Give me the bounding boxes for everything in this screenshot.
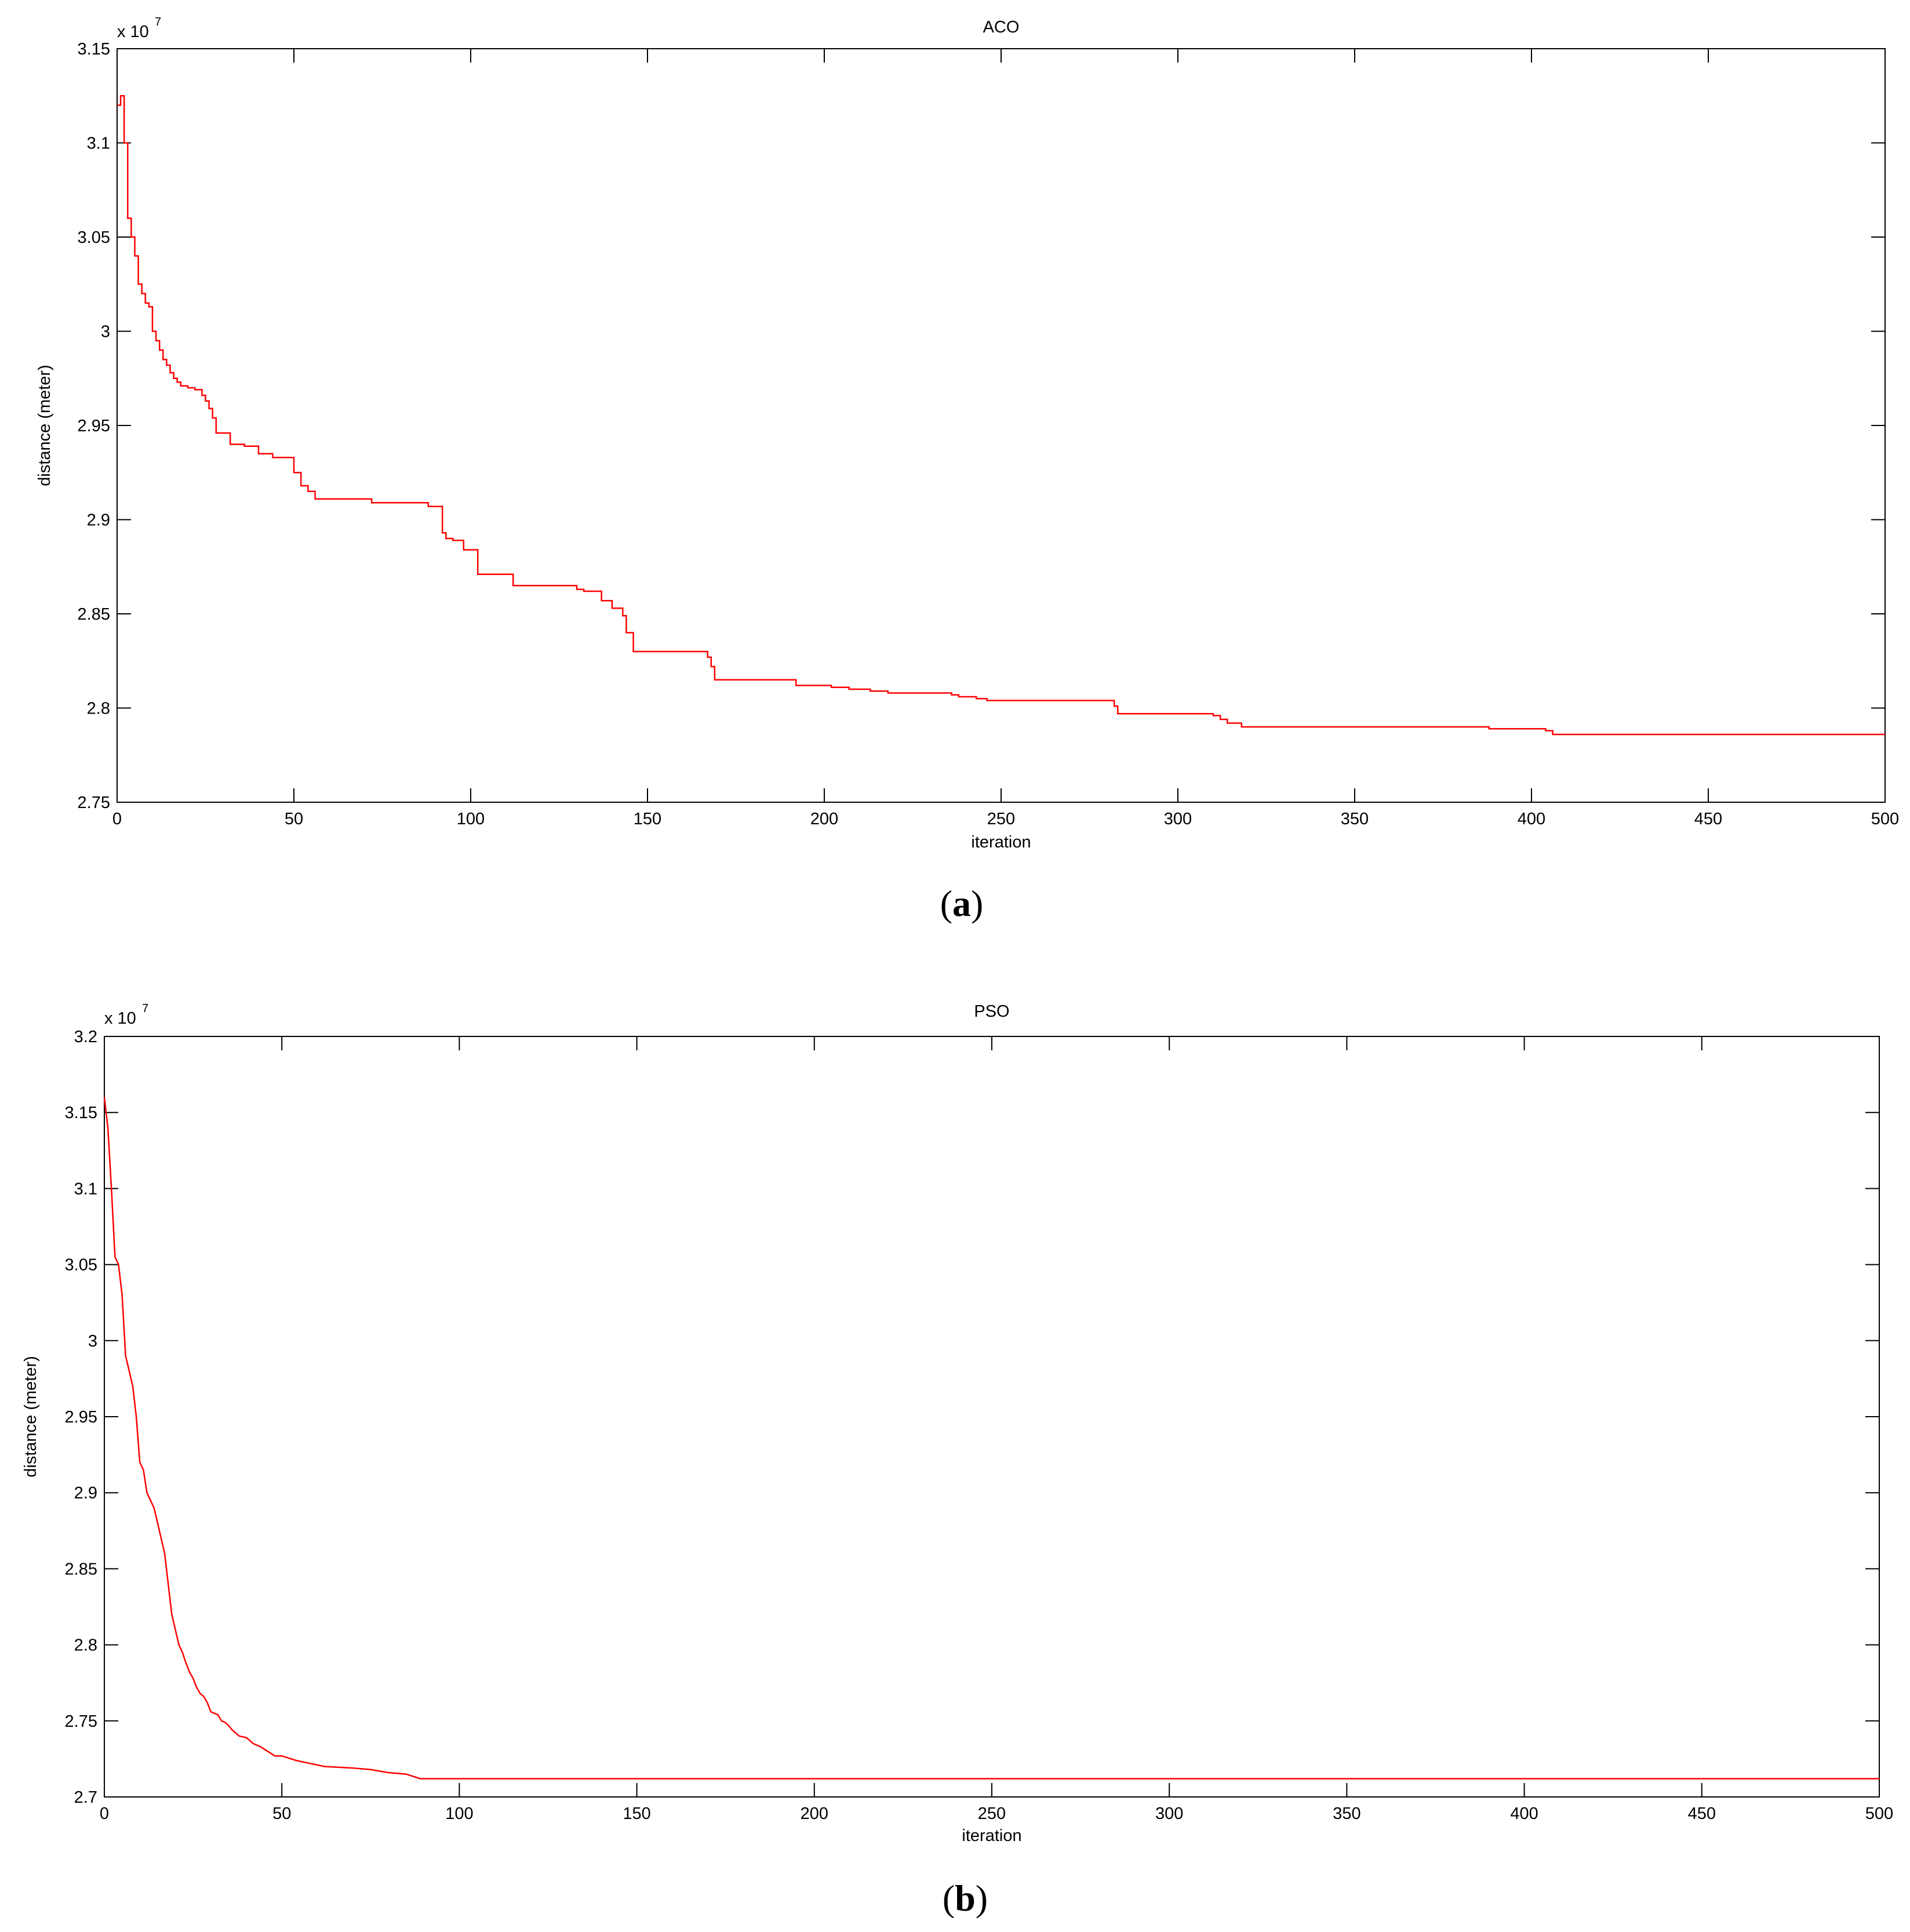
y-axis-label-pso: distance (meter)	[21, 1356, 40, 1478]
x-tick-label-pso: 50	[272, 1804, 291, 1823]
y-tick-label-pso: 2.8	[74, 1636, 97, 1655]
chart-panel-pso: 2.7 2.75 2.8 2.85 2.9 2.95 3 3.05 3.1 3.15 3.2 0 50…	[21, 1002, 1893, 1919]
x-tick-label-aco: 150	[634, 810, 661, 828]
y-tick-label-aco: 3.05	[78, 228, 110, 247]
multiplier-exponent-aco: 7	[155, 16, 161, 28]
x-tick-label-pso: 150	[623, 1804, 650, 1823]
panel-label-close-pso: )	[976, 1878, 988, 1919]
panel-label-open-aco: (	[940, 883, 952, 924]
x-ticks-pso: 0 50 100 150 200 250 300 350 400 450 500	[100, 1036, 1893, 1823]
x-tick-label-pso: 0	[100, 1804, 109, 1823]
y-tick-label-pso: 2.7	[74, 1788, 97, 1807]
axis-multiplier-aco: x 10 7	[117, 16, 161, 41]
series-line-pso	[103, 1097, 1879, 1780]
series-line-aco	[117, 94, 1885, 736]
y-tick-label-aco: 3.1	[87, 134, 110, 153]
y-axis-label-aco: distance (meter)	[35, 365, 54, 486]
x-tick-label-pso: 350	[1333, 1804, 1360, 1823]
y-tick-label-pso: 3.05	[65, 1256, 97, 1275]
panel-label-open-pso: (	[943, 1878, 955, 1919]
x-tick-label-aco: 450	[1694, 810, 1722, 828]
y-tick-label-pso: 3.1	[74, 1180, 97, 1198]
panel-label-letter-pso: b	[955, 1878, 976, 1919]
y-tick-label-aco: 3.15	[78, 40, 110, 59]
x-tick-label-pso: 100	[445, 1804, 473, 1823]
multiplier-exponent-pso: 7	[142, 1002, 148, 1015]
x-tick-label-aco: 250	[987, 810, 1015, 828]
y-tick-label-pso: 3.2	[74, 1028, 97, 1046]
axis-multiplier-pso: x 10 7	[104, 1002, 148, 1028]
chart-title-pso: PSO	[974, 1002, 1009, 1021]
y-tick-label-pso: 3	[88, 1332, 97, 1351]
y-tick-label-pso: 2.75	[65, 1712, 97, 1731]
y-tick-label-aco: 2.9	[87, 511, 110, 530]
panel-label-letter-aco: a	[952, 883, 971, 924]
x-ticks-aco: 0 50 100 150 200 250 300 350 400 450 500	[112, 49, 1899, 828]
x-tick-label-aco: 100	[457, 810, 485, 828]
multiplier-base-aco: x 10	[117, 23, 149, 41]
y-tick-label-aco: 2.75	[78, 794, 110, 812]
y-tick-label-pso: 2.9	[74, 1484, 97, 1502]
panel-label-pso: (b)	[943, 1878, 988, 1919]
x-axis-label-aco: iteration	[971, 833, 1031, 852]
x-tick-label-aco: 500	[1871, 810, 1899, 828]
x-tick-label-aco: 50	[285, 810, 303, 828]
plot-frame-aco	[117, 48, 1886, 803]
x-tick-label-aco: 400	[1518, 810, 1545, 828]
x-tick-label-aco: 200	[810, 810, 838, 828]
plot-frame-pso	[104, 1036, 1880, 1798]
chart-panel-aco: 2.75 2.8 2.85 2.9 2.95 3 3.05 3.1 3.15 0 50 100 150…	[35, 16, 1899, 924]
multiplier-base-pso: x 10	[104, 1009, 136, 1028]
y-ticks-pso: 2.7 2.75 2.8 2.85 2.9 2.95 3 3.05 3.1 3.15 3.2	[65, 1028, 1879, 1807]
x-tick-label-pso: 450	[1688, 1804, 1716, 1823]
x-tick-label-pso: 400	[1510, 1804, 1538, 1823]
x-tick-label-pso: 250	[978, 1804, 1006, 1823]
y-tick-label-aco: 2.8	[87, 700, 110, 718]
y-tick-label-aco: 2.95	[78, 417, 110, 435]
panel-label-aco: (a)	[940, 883, 984, 924]
chart-title-aco: ACO	[983, 18, 1020, 37]
y-ticks-aco: 2.75 2.8 2.85 2.9 2.95 3 3.05 3.1 3.15	[78, 40, 1885, 812]
y-tick-label-pso: 2.95	[65, 1408, 97, 1427]
x-tick-label-aco: 350	[1341, 810, 1369, 828]
panel-label-close-aco: )	[971, 883, 983, 924]
x-tick-label-pso: 500	[1865, 1804, 1893, 1823]
y-tick-label-pso: 3.15	[65, 1104, 97, 1122]
y-tick-label-aco: 2.85	[78, 605, 110, 624]
x-tick-label-aco: 0	[112, 810, 122, 828]
y-tick-label-pso: 2.85	[65, 1560, 97, 1578]
x-axis-label-pso: iteration	[962, 1827, 1021, 1845]
x-tick-label-pso: 300	[1155, 1804, 1183, 1823]
x-tick-label-aco: 300	[1164, 810, 1192, 828]
y-tick-label-aco: 3	[101, 323, 110, 341]
x-tick-label-pso: 200	[801, 1804, 828, 1823]
